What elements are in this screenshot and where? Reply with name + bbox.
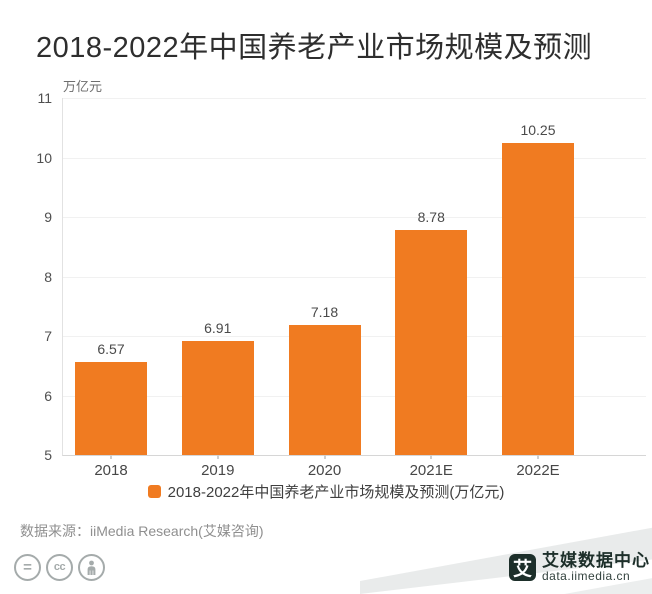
bar-2022E [502,142,574,455]
bar-2019 [181,341,254,455]
chart-title: 2018-2022年中国养老产业市场规模及预测 [36,32,593,64]
x-tick-mark [323,455,326,459]
brand-name: 艾媒数据中心 [542,551,650,570]
bar-value-label: 7.18 [310,304,339,321]
bar-2018 [75,361,147,455]
bar-value-label: 6.57 [97,340,125,357]
equals-icon: = [14,554,41,581]
gridline [63,276,646,278]
brand-url: data.iimedia.cn [542,569,631,583]
x-tick-label-2020: 2020 [307,462,342,479]
y-tick-label: 10 [36,149,52,166]
x-tick-label-2019: 2019 [201,462,235,479]
bar-chart: 万亿元 5 6 7 8 9 10 11 6.57 2018 6.91 2019 7.18 2020 8.… [0,79,652,479]
cc-icon: cc [46,554,73,581]
footer-ribbon [360,522,652,594]
y-tick-label: 9 [44,209,52,225]
plot-area: 6.57 2018 6.91 2019 7.18 2020 8.78 2021E 10.25 20… [62,98,646,479]
y-tick-label: 8 [44,268,52,285]
brand-text: 艾媒数据中心 data.iimedia.cn [542,552,650,583]
y-axis-unit-label: 万亿元 [63,79,103,94]
bar-value-label: 10.25 [520,121,556,138]
source-note: 数据来源：iiMedia Research(艾媒咨询) [20,523,264,539]
iimedia-logo-icon: 艾 [509,554,536,581]
x-tick-label-2021E: 2021E [409,462,453,479]
x-tick-mark [216,455,219,459]
bar-2021E [395,230,468,455]
x-tick-label-2022E: 2022E [516,462,560,479]
x-tick-mark [430,455,433,459]
x-tick-mark [110,455,112,459]
brand-logo: 艾 艾媒数据中心 data.iimedia.cn [509,552,650,583]
legend: 2018-2022年中国养老产业市场规模及预测(万亿元) [0,481,652,502]
gridline [63,98,646,99]
y-tick-label: 5 [44,447,52,463]
license-icons: = cc [14,554,105,581]
person-icon [78,554,105,581]
legend-label: 2018-2022年中国养老产业市场规模及预测(万亿元) [167,484,505,501]
x-tick-label-2018: 2018 [94,462,128,479]
gridline [63,157,646,159]
legend-swatch [147,485,161,498]
y-tick-label: 11 [37,90,52,106]
y-tick-label: 6 [44,387,52,404]
bar-value-label: 8.78 [417,209,445,226]
x-tick-mark [537,455,539,459]
bar-value-label: 6.91 [204,320,232,337]
gridline [63,217,646,218]
y-tick-label: 7 [44,328,52,344]
bar-2020 [288,325,361,455]
